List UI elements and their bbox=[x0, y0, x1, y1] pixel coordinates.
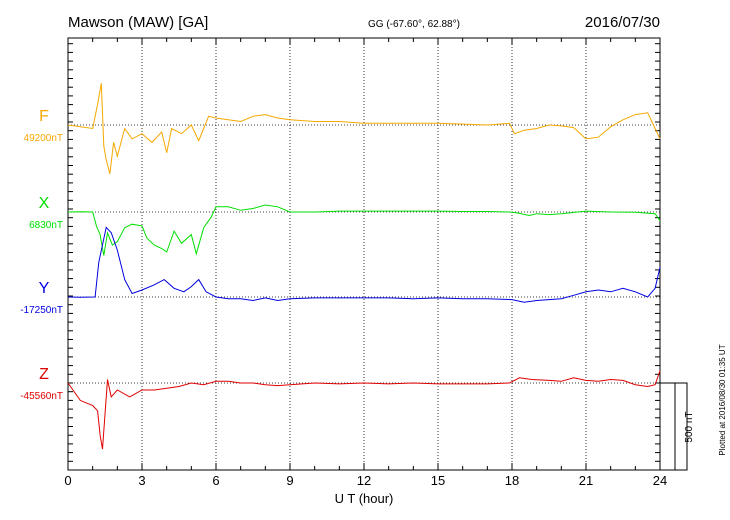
x-tick-label: 21 bbox=[579, 473, 593, 488]
series-name-z: Z bbox=[39, 366, 49, 383]
x-tick-label: 12 bbox=[357, 473, 371, 488]
series-name-x: X bbox=[39, 195, 50, 212]
baseline-label-f: 49200nT bbox=[24, 133, 63, 144]
x-tick-label: 6 bbox=[212, 473, 219, 488]
x-tick-label: 15 bbox=[431, 473, 445, 488]
plotted-at-label: Plotted at 2016/08/30 01:35 UT bbox=[718, 344, 727, 455]
scale-bar: 500 nT bbox=[659, 382, 695, 471]
coordinates-label: GG (-67.60°, 62.88°) bbox=[368, 19, 460, 30]
scale-bar-label: 500 nT bbox=[684, 411, 695, 442]
x-tick-label: 0 bbox=[64, 473, 71, 488]
series-line-y bbox=[67, 226, 661, 303]
series-layer bbox=[67, 83, 661, 450]
x-tick-label: 9 bbox=[286, 473, 293, 488]
series-line-z bbox=[67, 370, 661, 450]
x-tick-label: 3 bbox=[138, 473, 145, 488]
baseline-label-x: 6830nT bbox=[29, 220, 63, 231]
axis-ticks: 0 3 6 9 12 15 18 21 24 bbox=[64, 38, 667, 488]
x-tick-label: 24 bbox=[653, 473, 667, 488]
series-name-y: Y bbox=[39, 280, 50, 297]
series-line-f bbox=[67, 83, 661, 174]
station-title: Mawson (MAW) [GA] bbox=[68, 14, 208, 31]
x-axis-label: U T (hour) bbox=[335, 491, 394, 506]
series-name-f: F bbox=[39, 108, 49, 125]
baseline-label-z: -45560nT bbox=[20, 391, 63, 402]
grid bbox=[68, 38, 660, 470]
baseline-label-y: -17250nT bbox=[20, 305, 63, 316]
date-label: 2016/07/30 bbox=[585, 14, 660, 31]
x-tick-label: 18 bbox=[505, 473, 519, 488]
series-line-x bbox=[67, 204, 661, 256]
series-labels: F 49200nT X 6830nT Y -17250nT Z -45560nT bbox=[20, 108, 63, 402]
